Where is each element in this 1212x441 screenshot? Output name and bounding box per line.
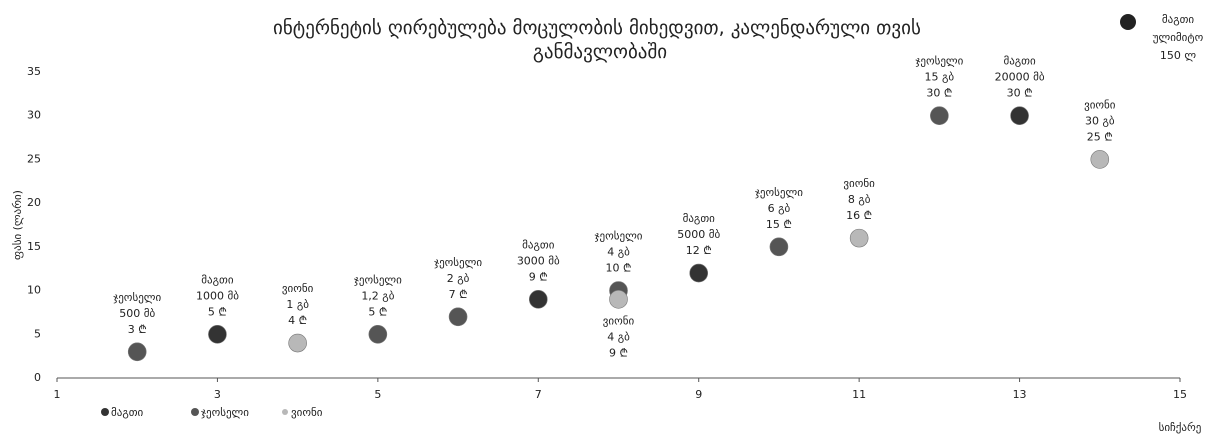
data-point xyxy=(1090,150,1110,169)
data-label: ჯეოსელი xyxy=(915,55,963,68)
data-label: 3 ₾ xyxy=(128,323,147,336)
data-label: 3000 მბ xyxy=(517,254,560,267)
data-point xyxy=(689,263,709,283)
legend-marker xyxy=(282,409,288,415)
y-tick-label: 0 xyxy=(34,371,41,384)
data-label: 4 გბ xyxy=(607,246,630,259)
x-tick-label: 1 xyxy=(54,388,61,401)
data-label: ვიონი xyxy=(1084,98,1116,111)
data-point xyxy=(127,342,147,362)
x-tick-label: 9 xyxy=(695,388,702,401)
legend-marker xyxy=(101,408,109,416)
data-label: 30 ₾ xyxy=(926,87,952,100)
y-tick-label: 15 xyxy=(27,240,41,253)
data-point xyxy=(609,290,628,309)
data-label: მაგთი xyxy=(683,212,716,225)
data-label: ჯეოსელი xyxy=(354,273,402,286)
x-tick-label: 11 xyxy=(852,388,866,401)
y-tick-label: 30 xyxy=(27,109,41,122)
data-label: 5 ₾ xyxy=(208,305,227,318)
data-label: 15 გბ xyxy=(925,71,955,84)
annotation-text: ულიმიტო xyxy=(1153,31,1204,44)
data-label: 5 ₾ xyxy=(368,305,387,318)
data-label: 15 ₾ xyxy=(766,218,792,231)
annotation-marker xyxy=(1120,14,1136,30)
data-label: 12 ₾ xyxy=(686,244,712,257)
legend-label: ვიონი xyxy=(291,406,323,419)
data-point xyxy=(448,307,468,327)
y-tick-label: 25 xyxy=(27,152,41,165)
data-label: 1,2 გბ xyxy=(361,289,394,302)
x-axis-label: სიჩქარე xyxy=(1159,421,1202,434)
data-label: 9 ₾ xyxy=(609,346,628,359)
annotation-text: 150 ლ xyxy=(1160,49,1196,62)
data-label: 1000 მბ xyxy=(196,289,239,302)
data-label: 7 ₾ xyxy=(449,288,468,301)
data-point xyxy=(930,106,949,126)
data-point xyxy=(849,228,869,248)
data-label: 4 ₾ xyxy=(288,314,307,327)
data-label: 9 ₾ xyxy=(529,270,548,283)
data-label: მაგთი xyxy=(1003,55,1036,68)
y-axis-label: ფასი (ლარი) xyxy=(11,190,24,260)
data-label: ვიონი xyxy=(603,314,635,327)
data-label: 1 გბ xyxy=(286,298,309,311)
data-label: 6 გბ xyxy=(768,202,791,215)
data-label: 500 მბ xyxy=(119,307,155,320)
data-label: 10 ₾ xyxy=(606,262,632,275)
x-tick-label: 3 xyxy=(214,388,221,401)
data-point xyxy=(528,290,548,309)
chart-title: ინტერნეტის ღირებულება მოცულობის მიხედვით… xyxy=(273,17,927,63)
y-tick-label: 5 xyxy=(34,327,41,340)
legend-marker xyxy=(191,408,199,416)
legend-label: ჯეოსელი xyxy=(201,406,249,419)
data-label: 25 ₾ xyxy=(1087,130,1113,143)
y-tick-label: 35 xyxy=(27,65,41,78)
data-label: 2 გბ xyxy=(447,272,470,285)
data-point xyxy=(1010,106,1029,126)
data-label: ჯეოსელი xyxy=(434,256,482,269)
data-label: 30 გბ xyxy=(1085,114,1115,127)
x-tick-label: 15 xyxy=(1173,388,1187,401)
annotation-text: მაგთი xyxy=(1162,13,1195,26)
data-point xyxy=(288,333,307,353)
x-tick-label: 13 xyxy=(1013,388,1027,401)
data-point xyxy=(368,324,388,344)
data-label: მაგთი xyxy=(522,238,555,251)
data-label: 16 ₾ xyxy=(846,209,872,222)
data-label: ჯეოსელი xyxy=(113,291,161,304)
x-tick-label: 7 xyxy=(535,388,542,401)
data-label: 8 გბ xyxy=(848,193,871,206)
data-label: ჯეოსელი xyxy=(755,186,803,199)
x-tick-label: 5 xyxy=(374,388,381,401)
y-tick-label: 10 xyxy=(27,284,41,297)
data-label: ვიონი xyxy=(843,177,875,190)
data-point xyxy=(208,324,227,344)
data-point xyxy=(769,237,789,257)
data-label: 4 გბ xyxy=(607,330,630,343)
data-label: ვიონი xyxy=(282,282,314,295)
data-label: ჯეოსელი xyxy=(595,230,643,243)
legend-label: მაგთი xyxy=(111,406,144,419)
data-label: მაგთი xyxy=(201,273,234,286)
data-label: 30 ₾ xyxy=(1007,87,1033,100)
data-label: 20000 მბ xyxy=(995,71,1045,84)
data-label: 5000 მბ xyxy=(677,228,720,241)
y-tick-label: 20 xyxy=(27,196,41,209)
